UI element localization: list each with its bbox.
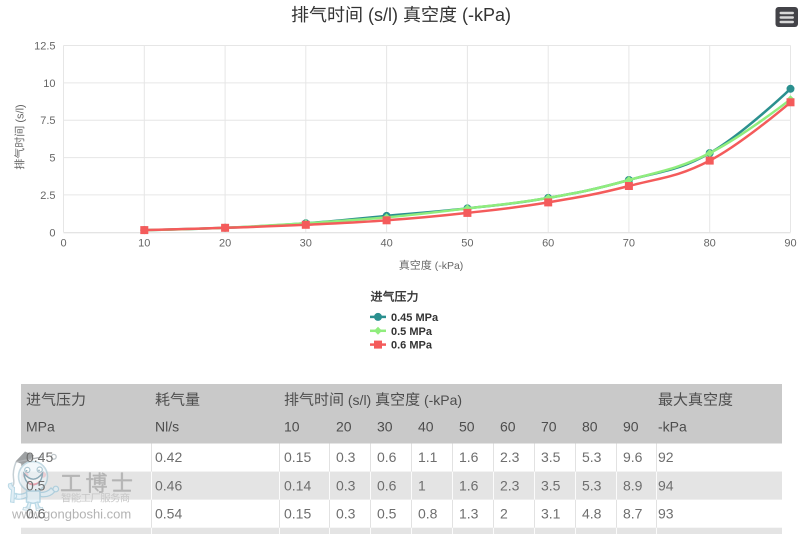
svg-text:9.6: 9.6 (623, 449, 643, 465)
svg-text:MPa: MPa (26, 419, 55, 435)
svg-text:94: 94 (658, 477, 674, 493)
svg-text:5: 5 (49, 153, 55, 165)
svg-text:5.3: 5.3 (582, 449, 602, 465)
svg-text:0.5: 0.5 (377, 505, 397, 521)
svg-text:0.45: 0.45 (26, 449, 53, 465)
svg-text:0.46: 0.46 (155, 477, 182, 493)
svg-text:1: 1 (418, 477, 426, 493)
svg-text:0.42: 0.42 (155, 449, 182, 465)
svg-text:3.1: 3.1 (541, 505, 561, 521)
svg-text:5.3: 5.3 (582, 477, 602, 493)
svg-text:0: 0 (60, 238, 66, 250)
svg-text:1.3: 1.3 (459, 505, 479, 521)
svg-text:0.5: 0.5 (26, 477, 46, 493)
svg-text:3.5: 3.5 (541, 449, 561, 465)
svg-text:0.8: 0.8 (418, 505, 438, 521)
svg-text:2.3: 2.3 (500, 477, 520, 493)
svg-text:40: 40 (418, 419, 434, 435)
svg-text:10: 10 (138, 238, 150, 250)
svg-text:60: 60 (542, 238, 554, 250)
svg-text:80: 80 (704, 238, 716, 250)
svg-text:0.6: 0.6 (377, 477, 397, 493)
svg-text:92: 92 (658, 449, 674, 465)
svg-text:40: 40 (380, 238, 392, 250)
svg-text:0.54: 0.54 (155, 505, 182, 521)
svg-text:-kPa: -kPa (658, 419, 687, 435)
svg-text:(-kPa): (-kPa) (432, 260, 464, 272)
svg-text:50: 50 (459, 419, 475, 435)
svg-text:8.7: 8.7 (623, 505, 643, 521)
svg-text:(-kPa): (-kPa) (420, 392, 462, 408)
svg-text:0.6: 0.6 (377, 449, 397, 465)
svg-text:80: 80 (582, 419, 598, 435)
svg-text:8.9: 8.9 (623, 477, 643, 493)
svg-text:2.5: 2.5 (40, 190, 55, 202)
svg-text:20: 20 (219, 238, 231, 250)
svg-text:30: 30 (377, 419, 393, 435)
svg-text:30: 30 (300, 238, 312, 250)
svg-text:0.3: 0.3 (336, 505, 356, 521)
svg-text:0.6: 0.6 (26, 505, 46, 521)
svg-text:70: 70 (541, 419, 557, 435)
svg-text:1.6: 1.6 (459, 477, 479, 493)
svg-text:2: 2 (500, 505, 508, 521)
svg-text:0.45 MPa: 0.45 MPa (391, 312, 439, 324)
svg-text:1.6: 1.6 (459, 449, 479, 465)
svg-text:0.14: 0.14 (284, 477, 311, 493)
svg-text:2.3: 2.3 (500, 449, 520, 465)
svg-text:90: 90 (623, 419, 639, 435)
svg-text:(-kPa): (-kPa) (457, 5, 511, 25)
svg-text:20: 20 (336, 419, 352, 435)
svg-text:70: 70 (623, 238, 635, 250)
svg-text:3.5: 3.5 (541, 477, 561, 493)
svg-text:10: 10 (43, 78, 55, 90)
svg-text:7.5: 7.5 (40, 115, 55, 127)
svg-text:0.3: 0.3 (336, 449, 356, 465)
svg-text:0.6 MPa: 0.6 MPa (391, 340, 433, 352)
svg-text:Nl/s: Nl/s (155, 419, 179, 435)
svg-text:(s/l): (s/l) (363, 5, 403, 25)
svg-text:4.8: 4.8 (582, 505, 602, 521)
svg-text:12.5: 12.5 (34, 41, 55, 53)
svg-text:0.5 MPa: 0.5 MPa (391, 326, 433, 338)
svg-text:(s/l): (s/l) (344, 392, 375, 408)
svg-text:60: 60 (500, 419, 516, 435)
svg-text:(s/l): (s/l) (15, 104, 27, 125)
svg-text:www.gongboshi.com: www.gongboshi.com (11, 507, 131, 522)
svg-text:90: 90 (784, 238, 796, 250)
svg-text:10: 10 (284, 419, 300, 435)
svg-text:0.15: 0.15 (284, 449, 311, 465)
svg-text:1.1: 1.1 (418, 449, 438, 465)
svg-text:93: 93 (658, 505, 674, 521)
svg-text:0: 0 (49, 227, 55, 239)
svg-text:50: 50 (461, 238, 473, 250)
svg-text:0.15: 0.15 (284, 505, 311, 521)
svg-text:0.3: 0.3 (336, 477, 356, 493)
